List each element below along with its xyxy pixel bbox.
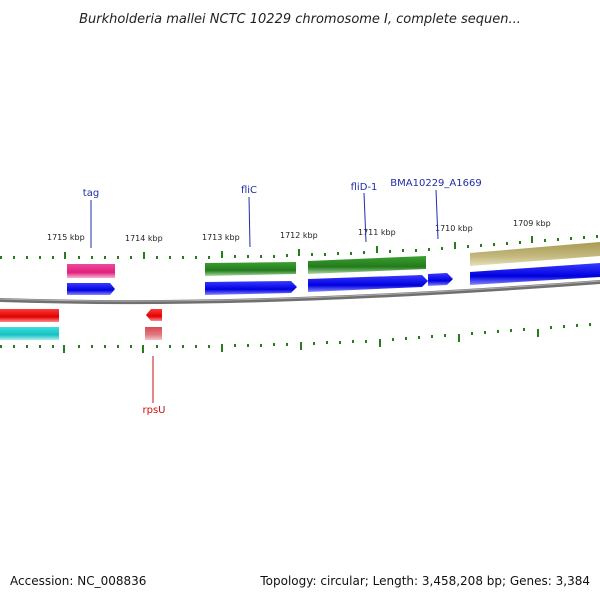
teal-feature-block[interactable]: [0, 327, 59, 340]
reverse-cds-block[interactable]: [0, 309, 59, 322]
forward-cds-arrow[interactable]: [428, 273, 453, 286]
upper-feature-row: [67, 242, 600, 278]
gene-label-rpsu[interactable]: rpsU: [143, 405, 166, 416]
topology-text: Topology: circular; Length: 3,458,208 bp…: [260, 574, 590, 588]
scale-label: 1715 kbp: [47, 233, 85, 242]
lower-feature-row: [0, 327, 162, 340]
rpsu-gene-block[interactable]: [145, 327, 162, 340]
gene-label-bma10229-a1669[interactable]: BMA10229_A1669: [390, 178, 481, 189]
flic-gene-block[interactable]: [205, 262, 296, 276]
scale-labels: 1715 kbp 1714 kbp 1713 kbp 1712 kbp 1711…: [47, 219, 551, 243]
scale-label: 1711 kbp: [358, 228, 396, 237]
gene-label-flid-1[interactable]: fliD-1: [351, 182, 378, 193]
flid-gene-block[interactable]: [308, 256, 426, 274]
reverse-cds-row: [0, 309, 162, 322]
flic-leader-line: [248, 196, 251, 248]
gene-leader-lines: [90, 189, 439, 403]
scale-label: 1712 kbp: [280, 231, 318, 240]
forward-cds-arrow[interactable]: [308, 275, 428, 292]
scale-label: 1709 kbp: [513, 219, 551, 228]
forward-cds-arrow[interactable]: [470, 263, 600, 285]
bma-leader-line: [435, 189, 439, 240]
chromosome-backbone: [0, 280, 600, 305]
tag-gene-block[interactable]: [67, 264, 115, 278]
gene-label-tag[interactable]: tag: [83, 188, 99, 199]
accession-text: Accession: NC_008836: [10, 574, 147, 588]
chromosome-backbone-highlight: [0, 280, 600, 302]
forward-cds-row: [67, 263, 600, 295]
map-title: Burkholderia mallei NCTC 10229 chromosom…: [79, 12, 521, 27]
forward-cds-arrow[interactable]: [205, 281, 297, 295]
forward-cds-arrow[interactable]: [67, 283, 115, 295]
scale-label: 1710 kbp: [435, 224, 473, 233]
rpsu-cds-arrow[interactable]: [146, 309, 162, 321]
scale-label: 1714 kbp: [125, 234, 163, 243]
inner-tick-row: [0, 323, 591, 353]
gene-label-flic[interactable]: fliC: [241, 185, 257, 196]
scale-label: 1713 kbp: [202, 233, 240, 242]
outer-tick-row: [0, 235, 598, 259]
flid-leader-line: [363, 192, 367, 243]
gene-labels: tag fliC fliD-1 BMA10229_A1669 rpsU: [83, 178, 482, 416]
olive-feature-block[interactable]: [470, 242, 600, 266]
